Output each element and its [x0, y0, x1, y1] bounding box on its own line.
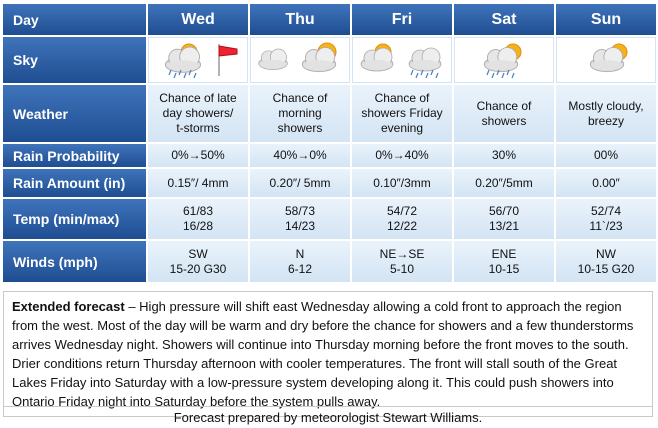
corner-header: Day	[3, 4, 146, 35]
forecast-cell: 0.20″/5mm	[454, 169, 554, 197]
extended-label: Extended forecast	[12, 299, 125, 314]
forecast-cell: 0.10″/3mm	[352, 169, 452, 197]
cell-line: showers Friday	[361, 106, 443, 120]
cell-line: Chance of late	[159, 91, 237, 105]
cell-line: morning	[278, 106, 322, 120]
cell-line: 15-20 G30	[169, 261, 227, 276]
cell-line: Chance of	[272, 91, 328, 105]
forecast-cell: 0.15″/ 4mm	[148, 169, 248, 197]
row-label: Sky	[3, 37, 146, 83]
cell-line: evening	[380, 121, 424, 135]
forecast-cell: 0%→50%	[148, 144, 248, 167]
weather-icon	[483, 43, 522, 79]
day-header: Thu	[250, 4, 350, 35]
forecast-cell: ENE 10-15	[454, 241, 554, 282]
cell-line: 0.20″/5mm	[475, 175, 533, 190]
cell-line: 30%	[491, 148, 517, 162]
cell-line: showers	[277, 121, 323, 135]
sky-icon	[454, 37, 554, 83]
cell-line: 10-15 G20	[577, 261, 635, 276]
cell-line: day showers/	[162, 106, 234, 120]
forecast-cell: Mostly cloudy, breezy	[556, 85, 656, 142]
cell-line: ENE	[491, 246, 517, 261]
forecast-cell: 52/74 11`/23	[556, 199, 656, 239]
day-header: Fri	[352, 4, 452, 35]
cell-line: 10-15	[488, 261, 520, 276]
cell-line: t-storms	[176, 121, 220, 135]
cell-line: 13/21	[488, 219, 520, 233]
day-header: Sat	[454, 4, 554, 35]
forecast-cell: Chance of showers Friday evening	[352, 85, 452, 142]
forecast-cell: 40%→0%	[250, 144, 350, 167]
sky-icon	[352, 37, 452, 83]
cell-line: 16/28	[182, 219, 214, 233]
cell-line: 58/73	[284, 204, 316, 218]
forecast-cell: 0%→40%	[352, 144, 452, 167]
row-label: Winds (mph)	[3, 241, 146, 282]
forecast-cell: 58/73 14/23	[250, 199, 350, 239]
cell-line: 12/22	[386, 219, 418, 233]
cell-line: 0%→40%	[375, 148, 429, 162]
cell-line: 6-12	[287, 261, 313, 276]
weather-icon	[360, 43, 442, 79]
cell-line: N	[295, 246, 305, 261]
row-label: Rain Probability	[3, 144, 146, 167]
forecast-cell: 0.00″	[556, 169, 656, 197]
forecast-table: Day Wed Thu Fri Sat Sun Sky Weather Chance of la…	[3, 4, 656, 282]
forecast-cell: 00%	[556, 144, 656, 167]
sky-icon	[250, 37, 350, 83]
cell-line: 0.15″/ 4mm	[167, 175, 229, 190]
forecast-cell: 0.20″/ 5mm	[250, 169, 350, 197]
extended-text: – High pressure will shift east Wednesda…	[12, 299, 634, 409]
forecast-cell: 56/70 13/21	[454, 199, 554, 239]
forecast-cell: SW 15-20 G30	[148, 241, 248, 282]
cell-line: Chance of	[374, 91, 430, 105]
forecast-cell: 61/83 16/28	[148, 199, 248, 239]
cell-line: 0.10″/3mm	[373, 175, 431, 190]
cell-line: 54/72	[386, 204, 418, 218]
row-label: Weather	[3, 85, 146, 142]
forecast-cell: Chance of showers	[454, 85, 554, 142]
cell-line: showers	[481, 113, 527, 128]
weather-icon	[589, 43, 628, 73]
forecast-cell: 30%	[454, 144, 554, 167]
cell-line: 56/70	[488, 204, 520, 218]
weather-icon	[258, 42, 337, 73]
forecast-cell: 54/72 12/22	[352, 199, 452, 239]
cell-line: SW	[188, 246, 208, 261]
forecast-cell: Chance of late day showers/t-storms	[148, 85, 248, 142]
row-label: Rain Amount (in)	[3, 169, 146, 197]
cell-line: NW	[596, 246, 616, 261]
row-label: Temp (min/max)	[3, 199, 146, 239]
cell-line: 52/74	[590, 204, 622, 218]
forecast-cell: Chance of morning showers	[250, 85, 350, 142]
forecast-cell: N 6-12	[250, 241, 350, 282]
cell-line: breezy	[587, 113, 625, 128]
cell-line: 0.20″/ 5mm	[269, 175, 331, 190]
day-header: Sun	[556, 4, 656, 35]
cell-line: 0.00″	[592, 175, 620, 190]
cell-line: 61/83	[182, 204, 214, 218]
cell-line: Chance of	[476, 98, 532, 113]
forecast-cell: NE→SE 5-10	[352, 241, 452, 282]
cell-line: Mostly cloudy,	[568, 98, 644, 113]
extended-forecast: Extended forecast – High pressure will s…	[3, 291, 653, 417]
weather-icon	[164, 43, 238, 79]
forecast-cell: NW 10-15 G20	[556, 241, 656, 282]
cell-line: 5-10	[389, 261, 415, 276]
cell-line: 11`/23	[589, 219, 623, 233]
sky-icon	[556, 37, 656, 83]
cell-line: 40%→0%	[273, 148, 327, 162]
cell-line: NE→SE	[379, 246, 425, 261]
cell-line: 14/23	[284, 219, 316, 233]
cell-line: 0%→50%	[171, 148, 225, 162]
cell-line: 00%	[593, 148, 619, 162]
sky-icon	[148, 37, 248, 83]
day-header: Wed	[148, 4, 248, 35]
footer: Forecast prepared by meteorologist Stewa…	[3, 406, 653, 425]
